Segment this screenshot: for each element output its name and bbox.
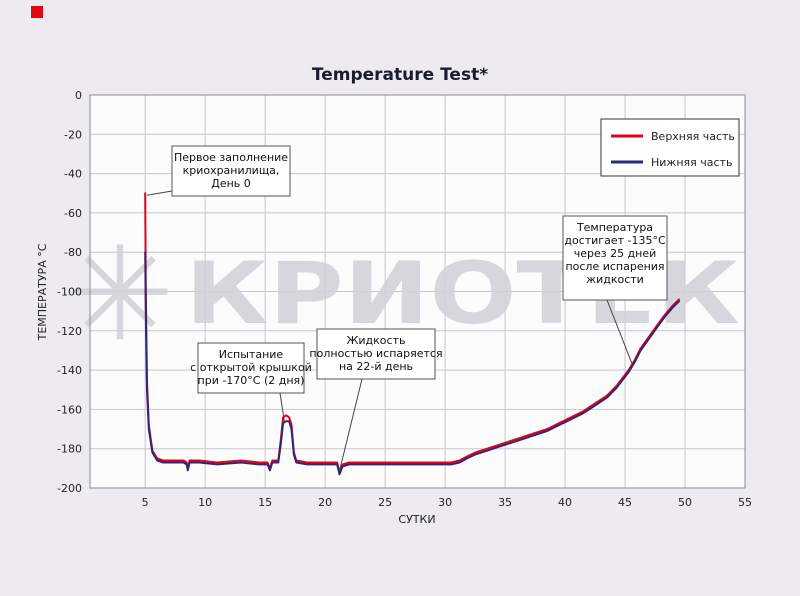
y-axis-title: ТЕМПЕРАТУРА °C (36, 243, 49, 341)
x-tick-label: 35 (498, 496, 512, 509)
annotation-text: Испытание с открытой крышкой при -170°C (2… (190, 348, 312, 387)
legend-label: Верхняя часть (651, 130, 735, 143)
y-tick-label: 0 (75, 89, 82, 102)
series-lower-line (144, 251, 680, 476)
annotation-leader (146, 190, 173, 196)
x-tick-label: 45 (618, 496, 632, 509)
x-tick-label: 40 (558, 496, 572, 509)
annotation-box (197, 342, 305, 394)
annotation-box (316, 328, 436, 380)
x-tick-label: 5 (142, 496, 149, 509)
y-tick-label: -140 (57, 364, 82, 377)
x-tick-label: 15 (258, 496, 272, 509)
x-axis-title: СУТКИ (398, 513, 435, 526)
y-tick-label: -180 (57, 443, 82, 456)
x-tick-label: 30 (438, 496, 452, 509)
chart-title: Temperature Test* (312, 65, 488, 85)
annotation-leader (339, 378, 363, 469)
x-tick-label: 20 (318, 496, 332, 509)
legend-label: Нижняя часть (651, 156, 732, 169)
y-tick-label: -20 (64, 128, 82, 141)
snowflake-icon: ✳ (66, 218, 175, 370)
legend-box (600, 118, 740, 177)
plot-border (89, 94, 746, 489)
annotation-text: Температура достигает -135°C через 25 дней… (564, 221, 666, 286)
y-tick-label: -60 (64, 207, 82, 220)
y-tick-label: -200 (57, 482, 82, 495)
annotation-box (171, 145, 291, 197)
y-tick-label: -160 (57, 403, 82, 416)
annotation-box (562, 215, 668, 301)
x-tick-label: 50 (678, 496, 692, 509)
red-square-marker (31, 6, 43, 18)
annotation-leader (279, 392, 285, 422)
x-tick-label: 10 (198, 496, 212, 509)
annotation-text: Первое заполнение криохранилища, День 0 (174, 151, 288, 190)
annotation-leader (606, 299, 633, 365)
y-tick-label: -100 (57, 286, 82, 299)
annotation-text: Жидкость полностью испаряется на 22-й день (309, 334, 442, 373)
y-tick-label: -40 (64, 168, 82, 181)
y-tick-label: -80 (64, 246, 82, 259)
x-tick-label: 55 (738, 496, 752, 509)
x-tick-label: 25 (378, 496, 392, 509)
y-tick-label: -120 (57, 325, 82, 338)
